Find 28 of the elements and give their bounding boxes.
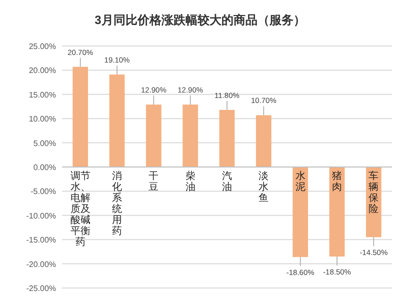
y-tick-label: -15.00% — [26, 236, 56, 245]
x-tick-label: 调节水、电解质及酸碱平衡药 — [70, 171, 91, 248]
y-tick-label: 25.00% — [28, 42, 56, 51]
x-tick-label: 猪肉 — [332, 171, 342, 193]
x-tick-label: 水泥 — [294, 171, 306, 193]
y-tick-label: 0.00% — [33, 163, 56, 172]
bar — [146, 104, 162, 167]
y-tick-label: -20.00% — [26, 260, 56, 269]
bar — [72, 66, 88, 167]
bar — [219, 110, 235, 167]
y-tick-label: 10.00% — [28, 114, 56, 124]
y-tick-label: 5.00% — [33, 138, 56, 148]
x-tick-label: 车辆保险 — [368, 171, 380, 215]
chart-title: 3月同比价格涨跌幅较大的商品（服务） — [94, 13, 306, 27]
x-tick-label: 汽油 — [222, 171, 232, 193]
bar — [292, 167, 308, 258]
x-tick-label: 柴油 — [184, 171, 196, 193]
y-tick-label: 15.00% — [28, 90, 56, 100]
bar — [182, 104, 198, 167]
y-tick-label: -5.00% — [30, 187, 56, 196]
y-tick-label: 20.00% — [28, 66, 56, 76]
y-tick-label: -25.00% — [26, 284, 56, 293]
bar — [109, 74, 125, 167]
x-tick-label: 淡水鱼 — [258, 171, 270, 204]
x-tick-label: 消化系统用药 — [112, 171, 122, 237]
y-tick-label: -10.00% — [26, 211, 56, 220]
x-tick-label: 干豆 — [148, 171, 160, 193]
bar — [256, 115, 272, 167]
